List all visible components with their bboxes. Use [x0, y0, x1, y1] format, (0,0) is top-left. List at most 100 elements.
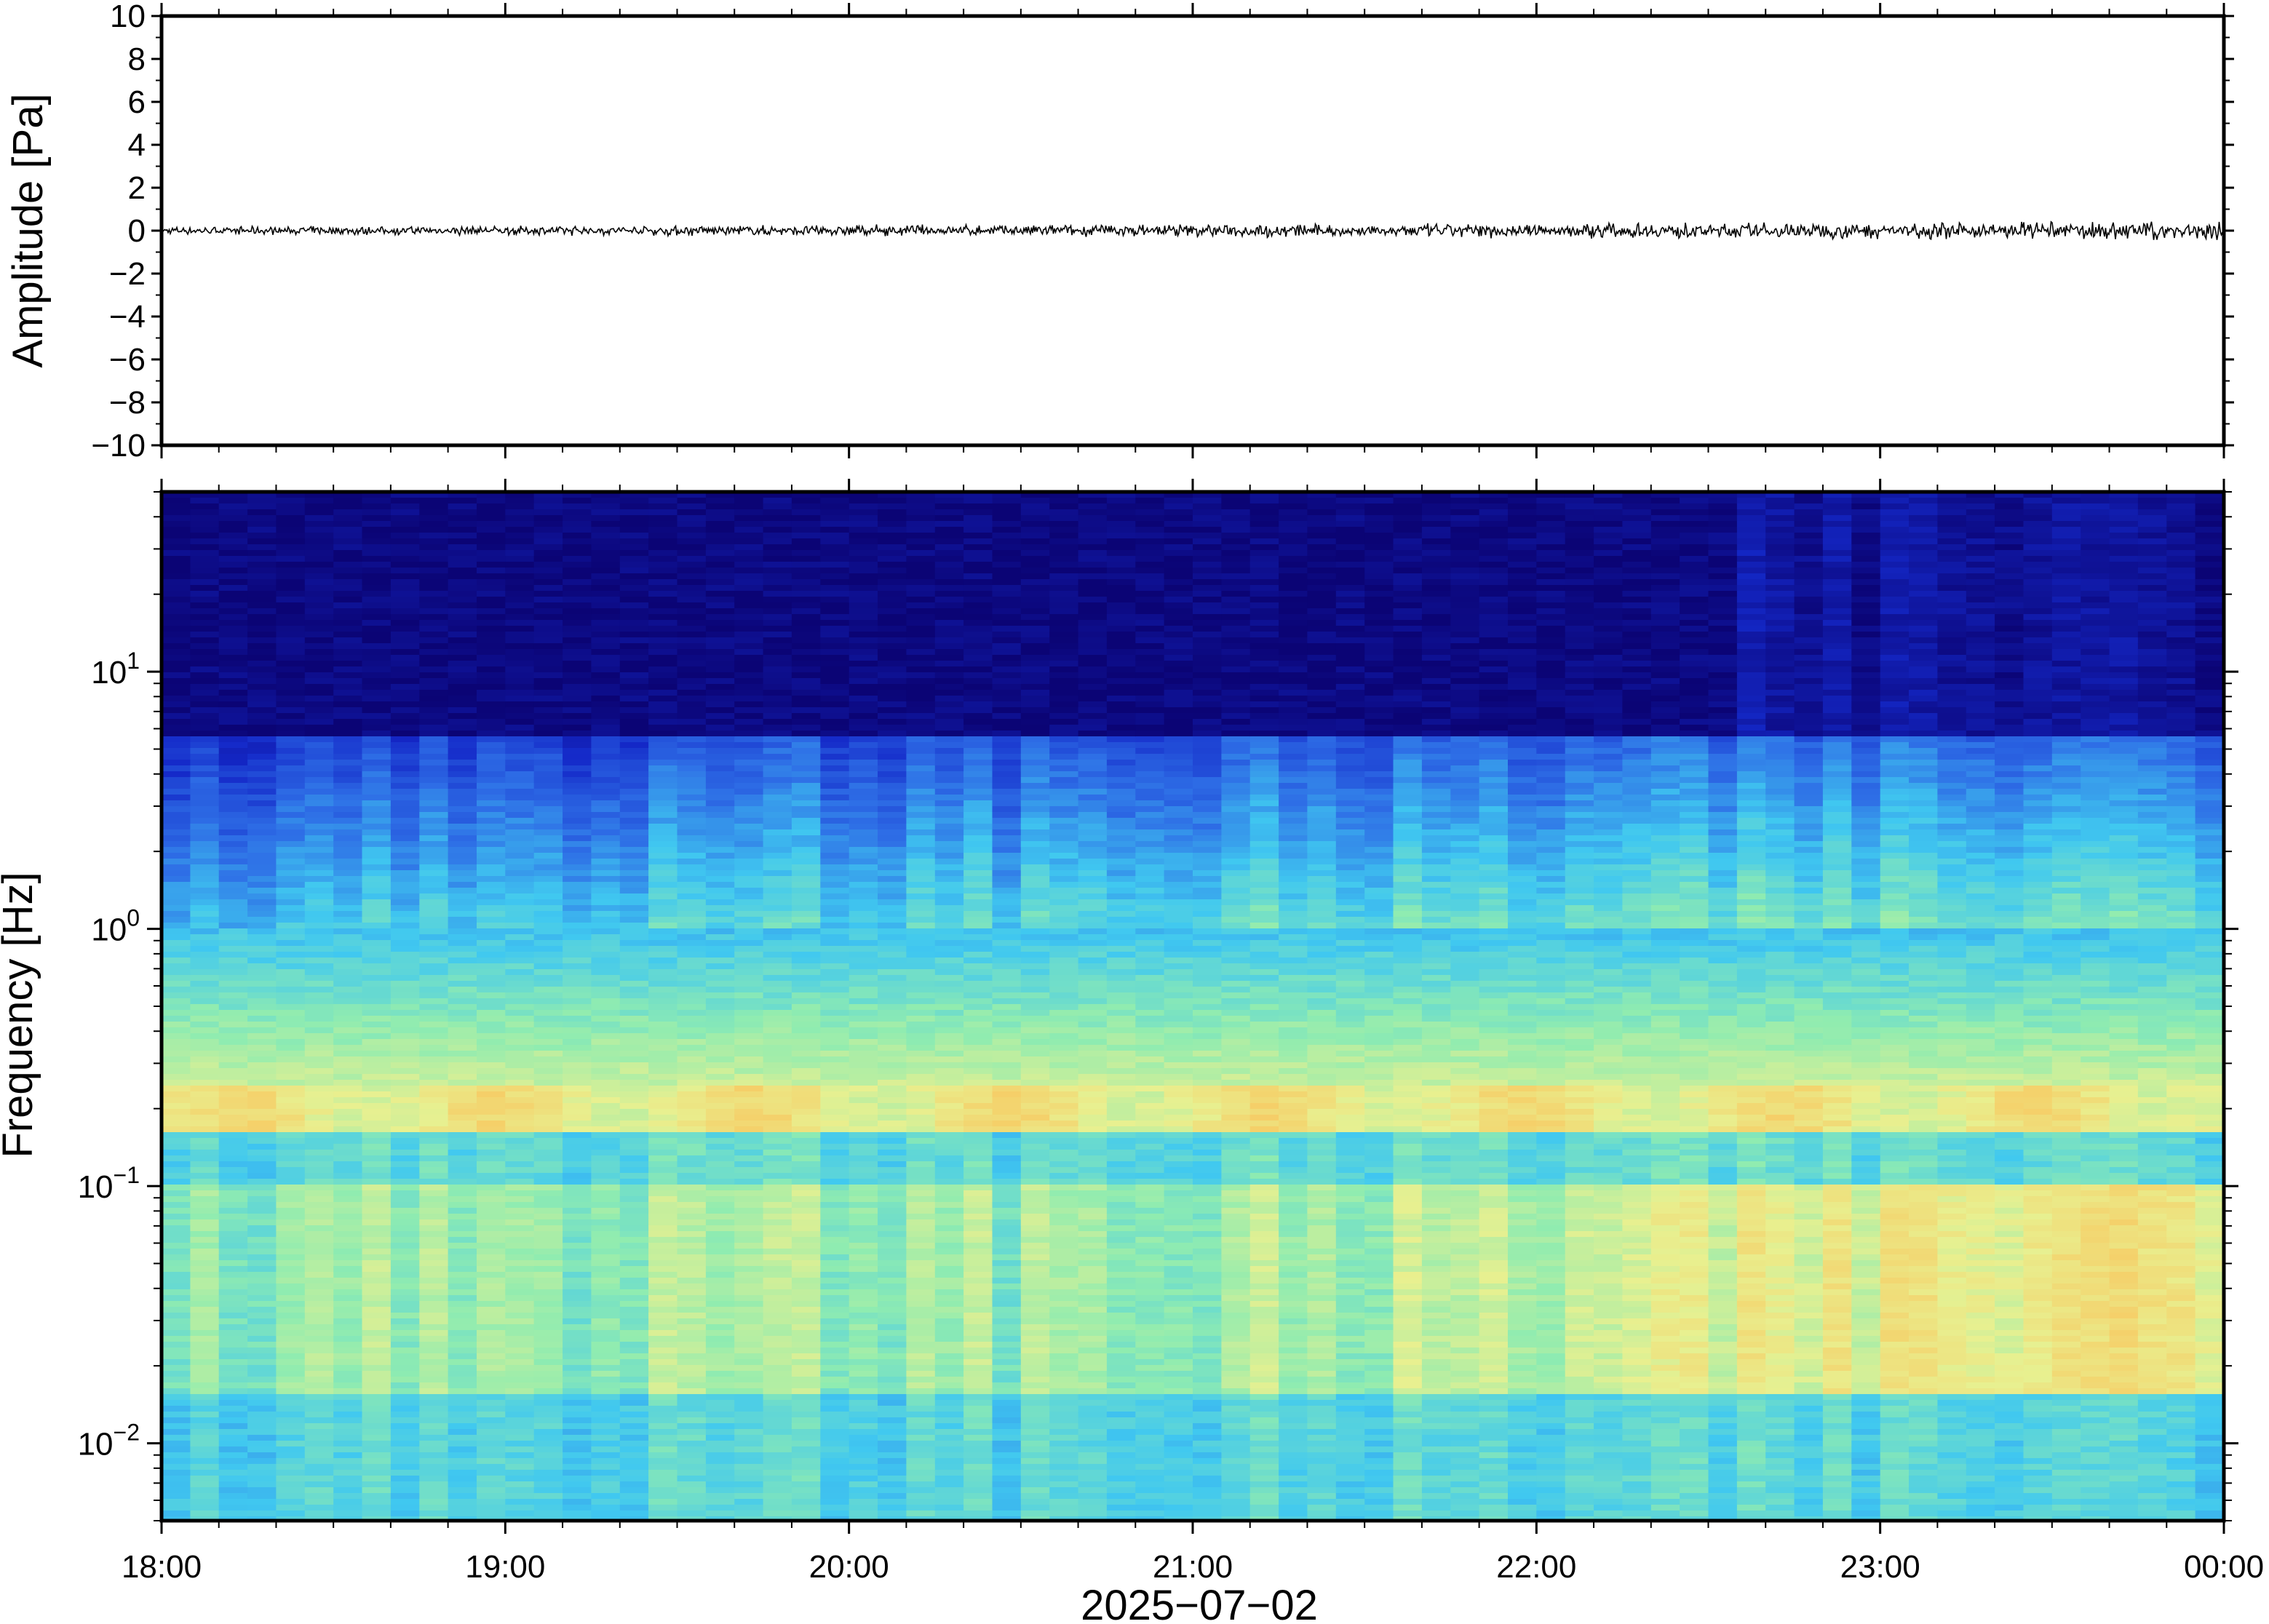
spectrogram-cell: [563, 1464, 592, 1470]
spectrogram-cell: [505, 538, 535, 545]
spectrogram-cell: [276, 562, 306, 568]
spectrogram-cell: [362, 1406, 392, 1412]
spectrogram-cell: [791, 1004, 822, 1011]
spectrogram-cell: [247, 1493, 277, 1500]
spectrogram-cell: [477, 1062, 506, 1069]
spectrogram-cell: [648, 591, 678, 597]
spectrogram-cell: [276, 1388, 306, 1395]
spectrogram-cell: [591, 765, 621, 772]
spectrogram-cell: [705, 620, 736, 626]
spectrogram-cell: [333, 602, 363, 609]
spectrogram-cell: [162, 1289, 191, 1296]
spectrogram-cell: [878, 864, 907, 871]
spectrogram-cell: [419, 1266, 449, 1273]
spectrogram-cell: [276, 1353, 306, 1360]
spectrogram-cell: [190, 1394, 220, 1401]
spectrogram-cell: [878, 1214, 907, 1220]
spectrogram-cell: [619, 847, 649, 853]
spectrogram-cell: [162, 742, 191, 749]
spectrogram-cell: [849, 1307, 878, 1313]
spectrogram-cell: [533, 917, 563, 923]
spectrogram-cell: [333, 765, 363, 772]
spectrogram-cell: [791, 841, 822, 848]
spectrogram-cell: [934, 649, 964, 656]
spectrogram-cell: [763, 1016, 792, 1022]
spectrogram-cell: [477, 568, 506, 574]
spectrogram-cell: [276, 893, 306, 900]
spectrogram-cell: [705, 1283, 736, 1290]
spectrogram-cell: [333, 789, 363, 795]
spectrogram-cell: [591, 841, 621, 848]
spectrogram-cell: [247, 533, 277, 539]
spectrogram-cell: [390, 707, 421, 714]
spectrogram-cell: [390, 678, 421, 685]
spectrogram-cell: [820, 701, 850, 708]
spectrogram-cell: [648, 1446, 678, 1453]
spectrogram-cell: [333, 1458, 363, 1465]
spectrogram-cell: [906, 969, 936, 976]
spectrogram-cell: [190, 1435, 220, 1441]
spectrogram-cell: [820, 888, 850, 894]
spectrogram-cell: [533, 1219, 563, 1226]
spectrogram-cell: [448, 1481, 477, 1488]
spectrogram-cell: [247, 893, 277, 900]
spectrogram-cell: [677, 538, 707, 545]
spectrogram-cell: [362, 620, 392, 626]
spectrogram-cell: [677, 684, 707, 690]
spectrogram-cell: [906, 556, 936, 562]
spectrogram-cell: [763, 585, 792, 592]
spectrogram-cell: [247, 1359, 277, 1366]
spectrogram-cell: [333, 1091, 363, 1098]
spectrogram-cell: [218, 1185, 248, 1191]
spectrogram-cell: [591, 1295, 621, 1302]
spectrogram-cell: [791, 1382, 822, 1389]
spectrogram-cell: [849, 632, 878, 638]
spectrogram-cell: [906, 882, 936, 888]
spectrogram-cell: [477, 1022, 506, 1028]
spectrogram-cell: [849, 783, 878, 789]
spectrogram-cell: [763, 952, 792, 958]
spectrogram-cell: [390, 1365, 421, 1372]
spectrogram-cell: [304, 1476, 334, 1482]
spectrogram-cell: [533, 1353, 563, 1360]
spectrogram-cell: [419, 1365, 449, 1372]
spectrogram-cell: [448, 777, 477, 784]
spectrogram-cell: [533, 562, 563, 568]
spectrogram-cell: [791, 1039, 822, 1046]
spectrogram-cell: [820, 666, 850, 673]
spectrogram-cell: [734, 975, 764, 982]
spectrogram-cell: [648, 1202, 678, 1209]
spectrogram-cell: [619, 1103, 649, 1110]
spectrogram-cell: [619, 835, 649, 842]
spectrogram-cell: [734, 1004, 764, 1011]
spectrogram-cell: [677, 1202, 707, 1209]
spectrogram-cell: [820, 538, 850, 545]
spectrogram-cell: [591, 789, 621, 795]
spectrogram-cell: [849, 509, 878, 516]
spectrogram-cell: [563, 864, 592, 871]
spectrogram-cell: [419, 1388, 449, 1395]
spectrogram-cell: [791, 608, 822, 615]
spectrogram-cell: [333, 713, 363, 720]
spectrogram-cell: [304, 795, 334, 801]
spectrogram-cell: [791, 568, 822, 574]
spectrogram-cell: [791, 509, 822, 516]
spectrogram-cell: [849, 812, 878, 819]
spectrogram-cell: [849, 795, 878, 801]
spectrogram-cell: [419, 1324, 449, 1331]
spectrogram-cell: [763, 899, 792, 906]
spectrogram-cell: [304, 1150, 334, 1156]
spectrogram-cell: [533, 1301, 563, 1307]
spectrogram-cell: [791, 1138, 822, 1145]
spectrogram-cell: [162, 958, 191, 964]
spectrogram-cell: [333, 725, 363, 731]
spectrogram-cell: [276, 969, 306, 976]
spectrogram-cell: [162, 800, 191, 807]
spectrogram-cell: [304, 765, 334, 772]
spectrogram-cell: [934, 882, 964, 888]
spectrogram-cell: [218, 876, 248, 883]
spectrogram-cell: [591, 678, 621, 685]
spectrogram-cell: [477, 713, 506, 720]
spectrogram-cell: [419, 765, 449, 772]
spectrogram-cell: [791, 1499, 822, 1505]
